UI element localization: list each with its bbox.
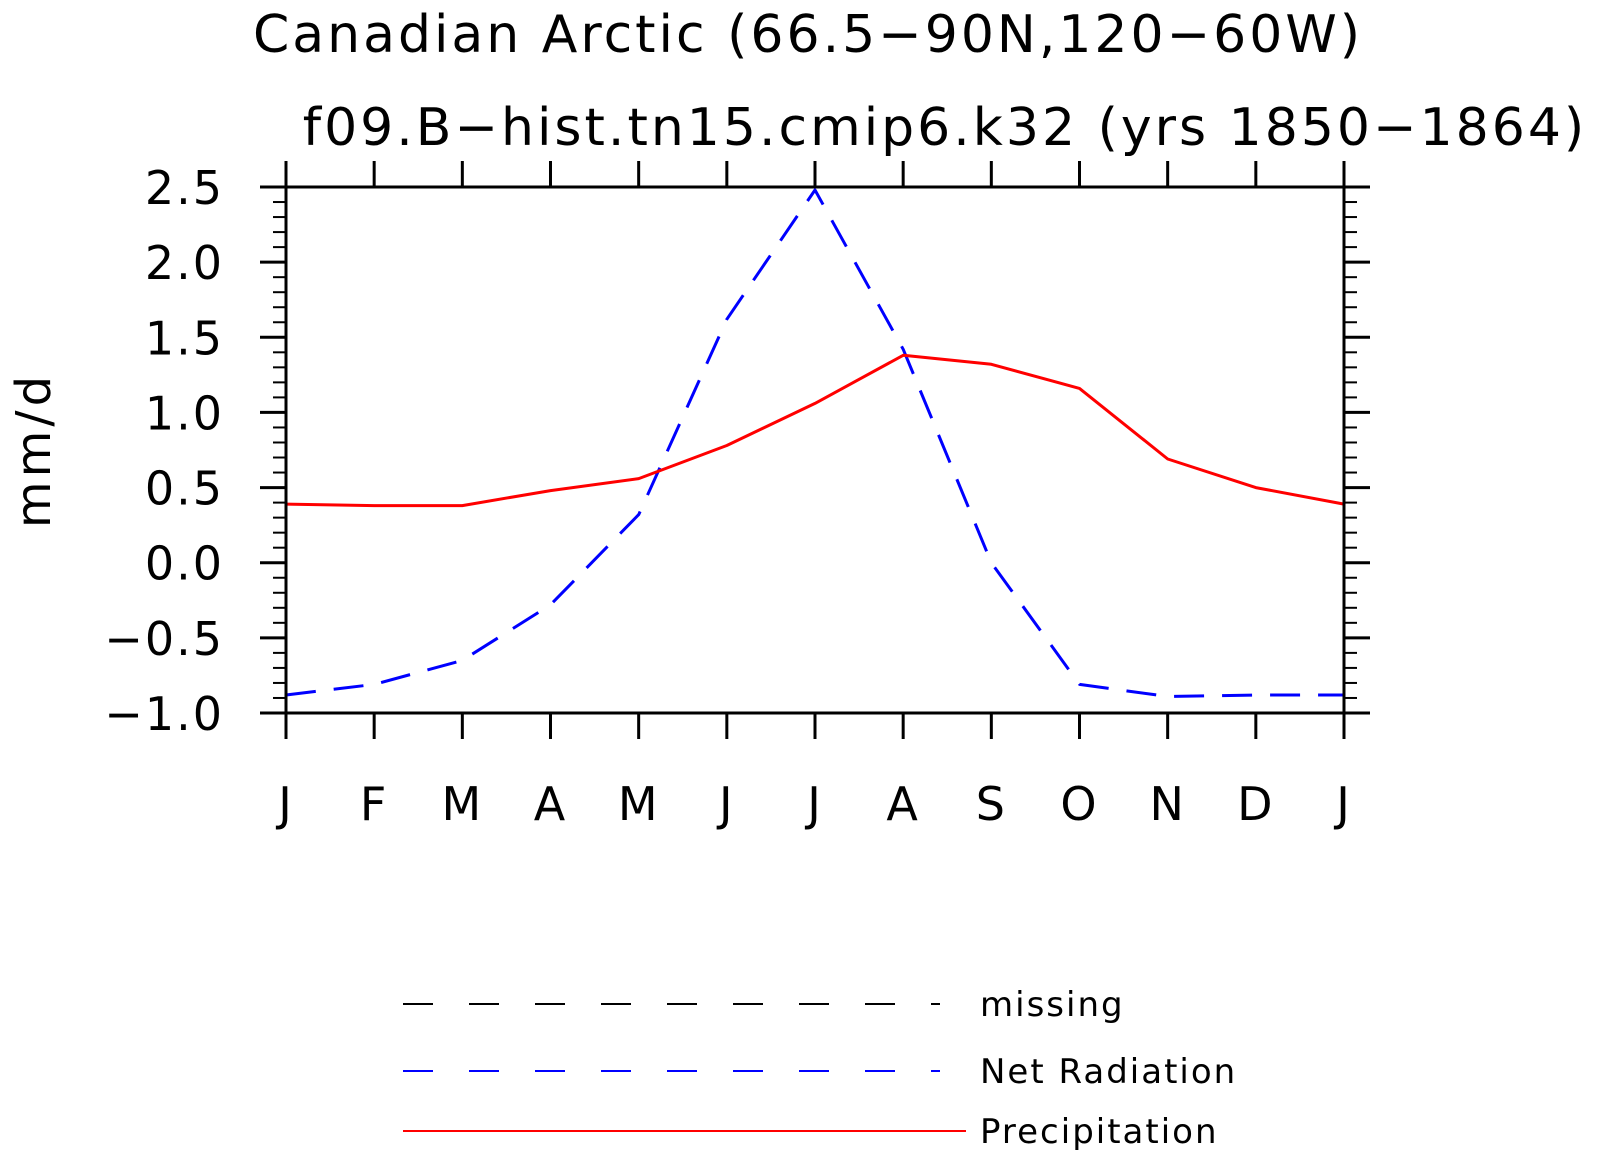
series-layer (285, 188, 1345, 698)
chart-subtitle: f09.B−hist.tn15.cmip6.k32 (yrs 1850−1864… (303, 98, 1587, 158)
y-tick-label: 2.5 (145, 161, 224, 215)
x-tick-label: O (1060, 777, 1098, 831)
x-tick-label: A (886, 777, 919, 831)
series-line-precipitation (285, 353, 1345, 508)
x-tick-label: J (1333, 777, 1352, 831)
y-tick-label: −0.5 (104, 612, 224, 666)
series-line-net-radiation (285, 188, 1344, 698)
y-tick-label: 2.0 (145, 236, 224, 290)
x-tick-label: N (1149, 777, 1185, 831)
chart-title: Canadian Arctic (66.5−90N,120−60W) (253, 5, 1363, 65)
x-tick-label: J (275, 777, 294, 831)
plot-frame (284, 185, 1346, 715)
y-tick-label: 1.5 (145, 311, 224, 365)
legend-label-missing: missing (980, 985, 1125, 1025)
x-tick-label: S (976, 777, 1007, 831)
x-tick-label: J (716, 777, 735, 831)
x-tick-label: M (441, 777, 483, 831)
x-tick-label: J (804, 777, 823, 831)
y-axis-label: mm/d (6, 372, 62, 528)
y-tick-label: −1.0 (104, 687, 224, 741)
y-tick-label: 0.5 (145, 462, 224, 516)
x-tick-label: D (1237, 777, 1274, 831)
x-tick-label: F (360, 777, 388, 831)
x-tick-label: A (534, 777, 567, 831)
y-tick-label: 0.0 (145, 537, 224, 591)
legend-label-precipitation: Precipitation (980, 1112, 1219, 1152)
legend-label-net-radiation: Net Radiation (980, 1052, 1237, 1092)
x-tick-label: M (618, 777, 660, 831)
plot-area: J F M A M J J A S O N D J2.52.01.51.00.50.0−0.5−1.0 (104, 161, 1370, 831)
legend: missing Net Radiation Precipitation (403, 985, 1237, 1152)
tick-layer: J F M A M J J A S O N D J2.52.01.51.00.50.0−0.5−1.0 (104, 161, 1370, 831)
y-tick-label: 1.0 (145, 386, 224, 440)
